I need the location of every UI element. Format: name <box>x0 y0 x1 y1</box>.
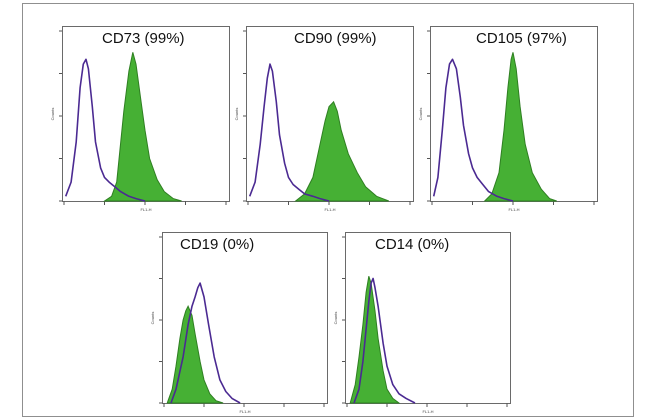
y-axis-label: Counts <box>50 108 55 121</box>
panel-title: CD73 (99%) <box>102 30 185 47</box>
isotype-histogram <box>353 277 416 404</box>
histogram-panel: Counts FL1-H CD14 (0%) <box>333 232 511 416</box>
filled-histogram <box>102 52 182 202</box>
panel-title: CD105 (97%) <box>476 30 567 47</box>
x-axis-label: FL1-H <box>422 409 433 414</box>
panel-title: CD19 (0%) <box>180 236 255 253</box>
panel-title: CD14 (0%) <box>375 236 450 253</box>
histogram-plot: Counts FL1-H <box>234 26 414 212</box>
y-axis-label: Counts <box>150 312 155 325</box>
isotype-histogram <box>170 282 241 404</box>
filled-histogram <box>483 52 557 202</box>
histogram-plot: Counts FL1-H <box>333 232 511 414</box>
y-axis-label: Counts <box>333 312 338 325</box>
isotype-histogram <box>432 58 514 202</box>
histogram-panel: Counts FL1-H CD105 (97%) <box>418 26 598 214</box>
histogram-plot: Counts FL1-H <box>150 232 328 414</box>
x-axis-label: FL1-H <box>239 409 250 414</box>
histogram-plot: Counts FL1-H <box>418 26 598 212</box>
y-axis-label: Counts <box>234 108 239 121</box>
filled-histogram <box>349 276 401 404</box>
panel-title: CD90 (99%) <box>294 30 377 47</box>
filled-histogram <box>294 100 389 202</box>
histogram-panel: Counts FL1-H CD19 (0%) <box>150 232 328 416</box>
x-axis-label: FL1-H <box>508 207 519 212</box>
histogram-panel: Counts FL1-H CD73 (99%) <box>50 26 230 214</box>
filled-histogram <box>166 305 224 404</box>
histogram-plot: Counts FL1-H <box>50 26 230 212</box>
y-axis-label: Counts <box>418 108 423 121</box>
histogram-panel: Counts FL1-H CD90 (99%) <box>234 26 414 214</box>
x-axis-label: FL1-H <box>324 207 335 212</box>
isotype-histogram <box>64 58 146 202</box>
isotype-histogram <box>248 63 330 202</box>
x-axis-label: FL1-H <box>140 207 151 212</box>
